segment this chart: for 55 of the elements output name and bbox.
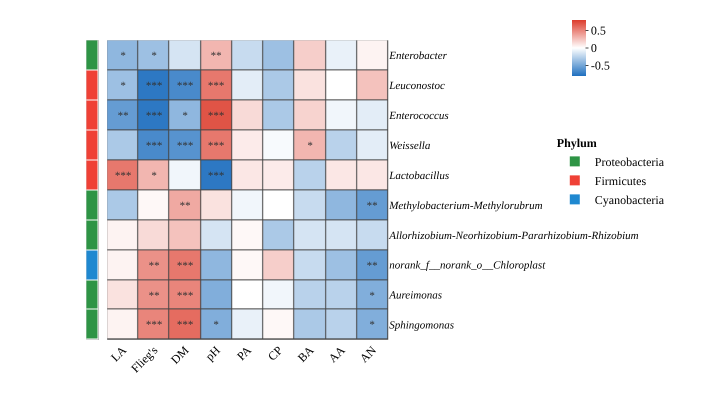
data-label: * (151, 170, 157, 182)
data-label: * (151, 50, 157, 62)
data-label: * (120, 80, 126, 92)
x-tick-label: DM (168, 342, 192, 367)
x-tick-label: AA (326, 342, 348, 366)
data-label: *** (114, 170, 132, 182)
y-tick-label: norank_f__norank_o__Chloroplast (389, 260, 546, 272)
y-tick-label: Enterobacter (388, 50, 448, 62)
data-label: * (307, 140, 313, 152)
data-label: *** (146, 319, 162, 332)
x-tick-label: CP (265, 342, 286, 364)
data-label: * (213, 319, 219, 332)
y-tick-label: Enterococcus (388, 110, 449, 122)
data-label: *** (208, 80, 224, 92)
color-bar-label: -0.5 (590, 58, 610, 73)
data-label: ** (180, 200, 191, 212)
data-label: * (182, 110, 188, 122)
data-label: * (369, 290, 375, 302)
color-bar-label: 0 (590, 41, 597, 56)
legend-label: Proteobacteria (594, 155, 665, 170)
legend-label: Cyanobacteria (594, 193, 665, 208)
data-label: *** (146, 140, 162, 152)
data-label: ** (366, 260, 378, 272)
data-label: * (369, 319, 375, 332)
x-tick-label: PA (234, 342, 254, 364)
x-tick-label: LA (108, 342, 130, 364)
y-tick-label: Allorhizobium-Neorhizobium-Pararhizobium-Rhizobium (388, 230, 639, 242)
legend-label: Firmicutes (594, 174, 646, 188)
data-label: *** (176, 290, 194, 302)
data-label: *** (146, 80, 162, 92)
data-label: *** (176, 140, 194, 152)
y-tick-label: Leuconostoc (388, 80, 445, 92)
data-label: ** (148, 290, 160, 302)
legend-title: Phylum (556, 136, 597, 150)
x-tick-label: AN (356, 342, 380, 366)
data-label: * (120, 50, 126, 62)
color-bar-label: 0.5 (590, 24, 606, 38)
y-tick-label: Weissella (389, 140, 431, 152)
y-tick-label: Lactobacillus (388, 170, 450, 182)
data-label: ** (118, 110, 129, 122)
x-tick-label: pH (202, 342, 224, 364)
data-label: *** (176, 260, 194, 272)
data-label: *** (208, 170, 224, 182)
data-label: ** (210, 50, 222, 62)
y-tick-label: Aureimonas (388, 290, 442, 302)
data-label: ** (366, 200, 378, 212)
y-tick-label: Sphingomonas (389, 320, 454, 332)
y-tick-label: Methylobacterium-Methylorubrum (388, 200, 543, 212)
data-label: *** (176, 80, 194, 92)
x-tick-label: BA (294, 342, 317, 365)
data-label: *** (208, 140, 224, 152)
data-label: *** (176, 319, 194, 332)
data-label: *** (146, 110, 162, 122)
data-label: ** (148, 260, 160, 272)
data-label: *** (208, 110, 224, 122)
